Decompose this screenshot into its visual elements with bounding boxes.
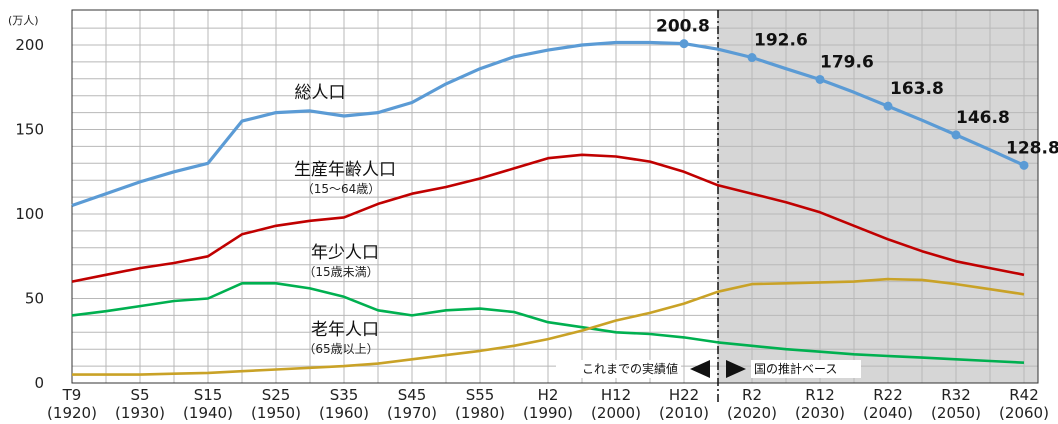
x-tick-year: (1920)	[47, 404, 97, 422]
y-tick-label: 150	[15, 121, 44, 139]
total-marker	[883, 101, 893, 111]
x-tick-era: H2	[538, 386, 559, 404]
series-name-label: 生産年齢人口	[294, 160, 396, 180]
y-tick-label: 0	[34, 374, 44, 392]
total-data-label: 128.8	[1006, 138, 1058, 158]
series-line	[71, 281, 1025, 364]
x-tick-era: S55	[466, 386, 495, 404]
series-name-label: 総人口	[295, 83, 346, 103]
x-tick-year: (1940)	[183, 404, 233, 422]
total-marker	[679, 39, 689, 49]
x-tick-era: H12	[601, 386, 631, 404]
total-marker	[747, 53, 757, 63]
x-tick-year: (2000)	[591, 404, 641, 422]
arrow-left-icon	[690, 360, 710, 378]
x-tick-year: (2020)	[727, 404, 777, 422]
x-tick-year: (1960)	[319, 404, 369, 422]
series-sub-label: （15歳未満）	[303, 265, 378, 279]
x-tick-year: (2060)	[999, 404, 1049, 422]
series-name-label: 年少人口	[311, 243, 379, 263]
note-projection-bg	[751, 360, 861, 378]
note-projection: 国の推計ベース	[754, 361, 837, 376]
x-tick-year: (1970)	[387, 404, 437, 422]
y-tick-label: 100	[15, 205, 44, 223]
note-actual-bg	[556, 360, 681, 378]
total-data-label: 200.8	[656, 17, 710, 37]
total-data-label: 163.8	[890, 79, 944, 99]
x-tick-era: T9	[62, 386, 82, 404]
series-line	[71, 40, 1025, 208]
series-line	[72, 277, 1025, 376]
series-sub-label: （65歳以上）	[303, 342, 378, 356]
x-tick-era: S35	[330, 386, 359, 404]
plot-frame	[71, 9, 1039, 384]
total-data-label: 179.6	[820, 52, 874, 72]
axes-layer: (万人) 0 50 100 150 200 T9(1920) S5(1930) S15(1940…	[8, 9, 1049, 422]
background-layer	[718, 10, 1038, 383]
series-line	[71, 153, 1025, 283]
x-tick-era: R42	[1009, 386, 1039, 404]
total-data-label: 146.8	[956, 108, 1010, 128]
total-marker	[951, 130, 961, 140]
x-tick-year: (2040)	[863, 404, 913, 422]
x-tick-year: (2010)	[659, 404, 709, 422]
x-tick-year: (1930)	[115, 404, 165, 422]
x-tick-era: R12	[805, 386, 835, 404]
x-tick-year: (1990)	[523, 404, 573, 422]
x-tick-era: R22	[873, 386, 903, 404]
x-tick-year: (1980)	[455, 404, 505, 422]
series-sub-label: （15～64歳）	[302, 182, 381, 196]
x-tick-era: R32	[941, 386, 971, 404]
total-marker	[815, 74, 825, 84]
y-tick-label: 50	[25, 290, 44, 308]
total-data-label: 192.6	[754, 31, 808, 51]
projection-area	[718, 10, 1038, 383]
x-tick-year: (1950)	[251, 404, 301, 422]
series-layer	[71, 39, 1029, 376]
y-unit-label: (万人)	[8, 14, 39, 27]
note-actual: これまでの実績値	[582, 361, 678, 376]
x-tick-year: (2050)	[931, 404, 981, 422]
x-tick-era: H22	[669, 386, 699, 404]
x-tick-era: S15	[194, 386, 223, 404]
x-tick-era: S25	[262, 386, 291, 404]
x-tick-era: R2	[742, 386, 762, 404]
series-name-label: 老年人口	[311, 320, 379, 340]
y-tick-label: 200	[15, 36, 44, 54]
arrow-right-icon	[726, 360, 746, 378]
total-marker	[1019, 160, 1029, 170]
x-tick-era: S5	[130, 386, 149, 404]
x-tick-era: S45	[398, 386, 427, 404]
x-tick-year: (2030)	[795, 404, 845, 422]
